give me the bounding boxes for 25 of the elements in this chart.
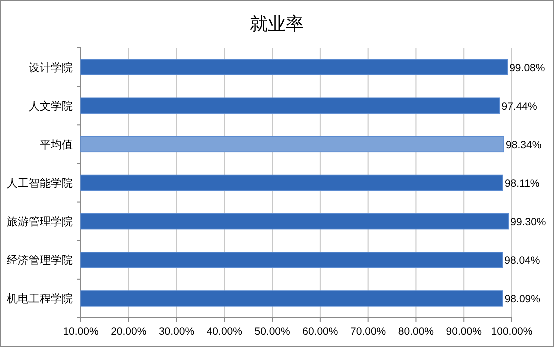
- data-label: 97.44%: [502, 100, 538, 113]
- y-tick-label: 人文学院: [29, 100, 73, 113]
- y-tick-label: 平均值: [40, 139, 73, 152]
- data-label: 98.04%: [504, 255, 540, 268]
- chart-title: 就业率: [250, 14, 304, 34]
- x-tick-label: 40.00%: [206, 326, 242, 338]
- x-tick-label: 10.00%: [63, 326, 99, 338]
- y-tick-label: 旅游管理学院: [7, 216, 73, 229]
- y-tick-label: 经济管理学院: [7, 254, 73, 268]
- x-tick-label: 20.00%: [111, 326, 147, 338]
- data-label: 99.08%: [510, 62, 546, 74]
- x-tick-label: 60.00%: [302, 326, 338, 338]
- data-label: 99.30%: [510, 216, 546, 229]
- y-tick-label: 设计学院: [29, 61, 73, 74]
- x-tick-label: 80.00%: [398, 326, 434, 338]
- x-tick-label: 90.00%: [446, 326, 482, 338]
- x-tick-label: 70.00%: [350, 326, 386, 338]
- x-tick-label: 50.00%: [254, 326, 290, 338]
- data-label: 98.09%: [504, 294, 540, 306]
- y-tick-label: 机电工程学院: [7, 292, 73, 306]
- data-label: 98.11%: [504, 178, 540, 190]
- data-label: 98.34%: [506, 139, 542, 152]
- x-tick-label: 30.00%: [158, 326, 195, 338]
- y-tick-label: 人工智能学院: [7, 177, 73, 190]
- x-tick-label: 100.00%: [491, 326, 533, 338]
